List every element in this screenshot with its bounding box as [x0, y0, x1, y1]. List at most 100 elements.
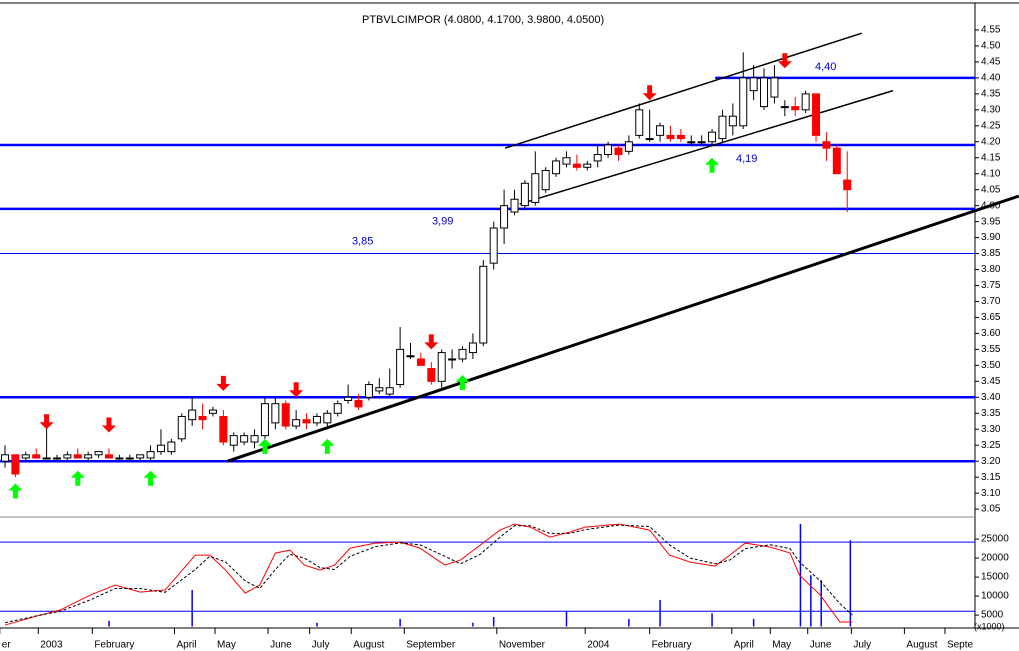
y-tick-label: 4.50 — [981, 41, 1001, 52]
candle-body — [739, 77, 748, 127]
sell-arrow — [39, 414, 54, 430]
oscillator-line — [4, 524, 853, 624]
y2-tick-label: 20000 — [981, 553, 1009, 564]
candle-body — [510, 198, 519, 213]
candle-body — [687, 141, 696, 144]
candle-body — [125, 457, 134, 460]
x-tick-label: July — [312, 640, 330, 651]
candle-body — [219, 415, 228, 443]
candle-body — [229, 435, 238, 446]
candle-body — [115, 457, 124, 460]
candle-body — [208, 409, 217, 414]
candle-body — [375, 387, 384, 392]
x-tick-label: May — [772, 640, 791, 651]
candle-body — [468, 342, 477, 354]
candle-body — [604, 144, 613, 156]
candle-body — [281, 403, 290, 427]
y-tick-label: 4.25 — [981, 120, 1001, 131]
sell-arrow — [777, 53, 792, 69]
y-tick-label: 3.30 — [981, 424, 1001, 435]
candle-body — [84, 454, 93, 459]
candle-body — [760, 77, 769, 108]
candle-body — [416, 358, 425, 366]
y-tick-label: 4.15 — [981, 152, 1001, 163]
candle-body — [666, 134, 675, 140]
y-tick-label: 3.25 — [981, 440, 1001, 451]
candle-body — [718, 115, 727, 140]
candle-body — [458, 348, 467, 360]
y-tick-label: 4.30 — [981, 104, 1001, 115]
candle-body — [812, 93, 821, 136]
candle-body — [167, 441, 176, 453]
y2-tick-label: 25000 — [981, 534, 1009, 545]
candle-body — [406, 355, 415, 358]
candle-body — [635, 109, 644, 136]
trendline — [227, 194, 1019, 463]
x-tick-label: 2003 — [40, 640, 63, 651]
candle-body — [323, 412, 332, 424]
candle-body — [344, 396, 353, 401]
y-tick-label: 3.85 — [981, 248, 1001, 259]
candle-body — [312, 415, 321, 424]
x-tick-label: August — [906, 640, 937, 651]
candle-body — [593, 154, 602, 162]
candle-body — [177, 415, 186, 440]
y-tick-label: 3.65 — [981, 312, 1001, 323]
y-tick-label: 4.05 — [981, 184, 1001, 195]
candle-body — [728, 115, 737, 127]
x-tick-label: April — [734, 640, 754, 651]
candle-body — [520, 182, 529, 207]
candle-body — [614, 147, 623, 156]
candle-body — [11, 454, 20, 475]
sell-arrow — [216, 375, 231, 391]
candle-body — [302, 419, 311, 424]
buy-arrow — [705, 157, 720, 173]
candle-body — [645, 138, 654, 141]
y2-tick-label: 5000 — [981, 610, 1004, 621]
level-label: 4,40 — [815, 61, 836, 73]
x-tick-label: April — [176, 640, 196, 651]
candle-body — [364, 384, 373, 398]
y-tick-label: 3.45 — [981, 376, 1001, 387]
x-tick-label: May — [217, 640, 236, 651]
buy-arrow — [8, 483, 23, 499]
buy-arrow — [70, 470, 85, 486]
candle-body — [780, 106, 789, 109]
candle-body — [136, 454, 145, 459]
candle-body — [32, 454, 41, 459]
x-tick-label: February — [94, 640, 134, 651]
trendline — [504, 32, 863, 149]
y-tick-label: 3.70 — [981, 296, 1001, 307]
x-tick-label: November — [499, 640, 546, 651]
buy-arrow — [257, 438, 272, 454]
sell-arrow — [642, 85, 657, 101]
y2-axis-label: (x1000) — [974, 621, 1005, 631]
candle-body — [73, 454, 82, 459]
y-tick-label: 3.10 — [981, 488, 1001, 499]
candle-body — [479, 265, 488, 344]
candle-body — [531, 173, 540, 203]
candle-body — [271, 403, 280, 424]
candle-body — [146, 451, 155, 459]
level-label: 3,99 — [432, 216, 453, 228]
trendline — [519, 89, 894, 205]
sell-arrow — [289, 382, 304, 398]
candle-body — [552, 160, 561, 175]
candle-body — [448, 358, 457, 361]
candle-body — [770, 77, 779, 98]
candle-body — [198, 415, 207, 421]
candle-body — [676, 134, 685, 140]
candle-body — [240, 435, 249, 443]
candle-body — [489, 227, 498, 264]
oscillator-line — [4, 523, 853, 626]
candle-body — [500, 205, 509, 229]
y2-tick-label: 10000 — [981, 591, 1009, 602]
level-label: 3,85 — [352, 235, 373, 247]
x-tick-label: July — [853, 640, 871, 651]
candle-body — [260, 403, 269, 437]
y-tick-label: 3.60 — [981, 328, 1001, 339]
y-tick-label: 3.15 — [981, 472, 1001, 483]
x-tick-label: June — [810, 640, 832, 651]
candle-body — [843, 179, 852, 191]
